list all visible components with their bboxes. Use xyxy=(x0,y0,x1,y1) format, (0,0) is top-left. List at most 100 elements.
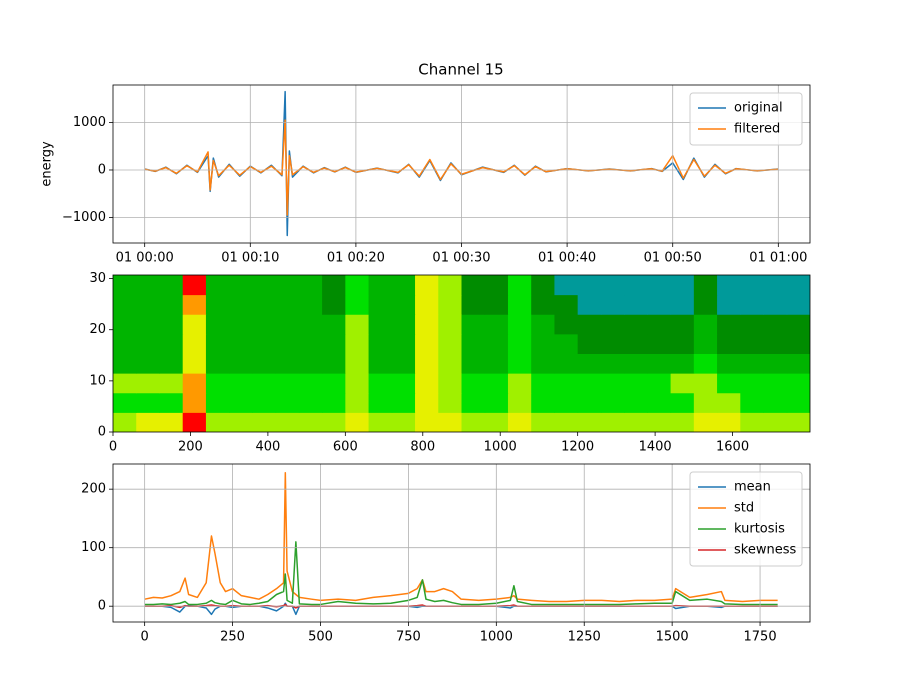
heatmap-cell xyxy=(298,373,323,394)
x-tick-label: 01 00:40 xyxy=(538,251,596,266)
heatmap-cell xyxy=(531,333,555,354)
heatmap-cell xyxy=(554,314,579,335)
heatmap-cell xyxy=(600,294,625,315)
heatmap-cell xyxy=(507,392,532,413)
heatmap-cell xyxy=(484,314,509,335)
heatmap-cell xyxy=(345,294,370,315)
heatmap-cell xyxy=(229,333,253,354)
heatmap-cell xyxy=(136,294,160,315)
heatmap-cell xyxy=(345,412,370,432)
heatmap-cell xyxy=(600,373,625,394)
heatmap-cell xyxy=(298,392,323,413)
heatmap-cell xyxy=(763,333,788,354)
heatmap-cell xyxy=(670,353,695,374)
heatmap-cell xyxy=(600,412,625,432)
heatmap-cell xyxy=(647,412,672,432)
heatmap-cell xyxy=(275,412,300,432)
heatmap-cell xyxy=(113,373,137,394)
heatmap-cell xyxy=(577,353,602,374)
heatmap-cell xyxy=(391,353,416,374)
heatmap-cell xyxy=(647,353,672,374)
heatmap-cell xyxy=(740,294,765,315)
x-tick-label: 01 00:50 xyxy=(644,251,702,266)
heatmap-cell xyxy=(391,314,416,335)
heatmap-cell xyxy=(484,392,509,413)
heatmap-cell xyxy=(717,353,741,374)
heatmap-cell xyxy=(368,275,393,296)
x-tick-label: 1400 xyxy=(639,440,672,455)
heatmap-cell xyxy=(182,333,207,354)
x-tick-label: 1250 xyxy=(568,630,601,645)
heatmap-cell xyxy=(670,333,695,354)
heatmap-cell xyxy=(182,275,207,296)
heatmap-cell xyxy=(531,373,555,394)
heatmap-cell xyxy=(693,412,718,432)
heatmap-cell xyxy=(577,314,602,335)
heatmap-cell xyxy=(577,412,602,432)
heatmap-cell xyxy=(322,373,346,394)
heatmap-cell xyxy=(368,333,393,354)
heatmap-cell xyxy=(415,412,439,432)
heatmap-cell xyxy=(507,333,532,354)
heatmap-cell xyxy=(531,412,555,432)
heatmap-cell xyxy=(275,392,300,413)
series-line xyxy=(144,541,778,606)
heatmap-cell xyxy=(554,353,579,374)
x-tick-label: 01 00:00 xyxy=(116,251,174,266)
x-tick-label: 750 xyxy=(396,630,421,645)
y-tick-label: 30 xyxy=(89,271,106,286)
heatmap-cell xyxy=(577,294,602,315)
heatmap-cell xyxy=(438,275,462,296)
heatmap-cell xyxy=(275,314,300,335)
heatmap-cell xyxy=(577,373,602,394)
heatmap-cell xyxy=(624,353,648,374)
heatmap-cell xyxy=(322,353,346,374)
heatmap-cell xyxy=(205,392,230,413)
heatmap-cell xyxy=(415,275,439,296)
legend-frame xyxy=(689,92,803,146)
heatmap-cell xyxy=(554,412,579,432)
heatmap-cell xyxy=(670,294,695,315)
x-tick-label: 200 xyxy=(178,440,203,455)
heatmap-cell xyxy=(484,275,509,296)
heatmap-cell xyxy=(345,333,370,354)
heatmap-cell xyxy=(275,294,300,315)
axes-frame xyxy=(112,274,811,433)
heatmap-cell xyxy=(461,275,486,296)
x-tick-label: 600 xyxy=(333,440,358,455)
heatmap-cell xyxy=(507,294,532,315)
heatmap-cell xyxy=(113,412,137,432)
heatmap-cell xyxy=(368,294,393,315)
heatmap-cell xyxy=(159,353,184,374)
heatmap-cell xyxy=(624,392,648,413)
heatmap-cell xyxy=(229,294,253,315)
heatmap-cell xyxy=(531,392,555,413)
heatmap-cell xyxy=(484,294,509,315)
heatmap-cell xyxy=(438,353,462,374)
heatmap-cell xyxy=(647,314,672,335)
heatmap-cell xyxy=(159,412,184,432)
heatmap-cell xyxy=(624,412,648,432)
legend-label: skewness xyxy=(734,543,796,558)
heatmap-cell xyxy=(507,373,532,394)
heatmap-cell xyxy=(298,412,323,432)
heatmap-cell xyxy=(229,412,253,432)
heatmap-cell xyxy=(182,314,207,335)
heatmap-cell xyxy=(740,373,765,394)
heatmap-cell xyxy=(136,275,160,296)
x-tick-label: 1750 xyxy=(744,630,777,645)
heatmap-cell xyxy=(368,314,393,335)
series-line xyxy=(144,472,778,603)
heatmap-cell xyxy=(368,353,393,374)
y-tick-label: 1000 xyxy=(73,115,106,130)
x-tick-label: 250 xyxy=(220,630,245,645)
heatmap-cell xyxy=(740,392,765,413)
heatmap-cell xyxy=(113,275,137,296)
heatmap-cell xyxy=(368,373,393,394)
heatmap-cell xyxy=(322,275,346,296)
heatmap-cell xyxy=(693,294,718,315)
heatmap-cell xyxy=(113,333,137,354)
heatmap-cell xyxy=(786,392,810,413)
heatmap-cell xyxy=(693,275,718,296)
heatmap-cell xyxy=(391,412,416,432)
